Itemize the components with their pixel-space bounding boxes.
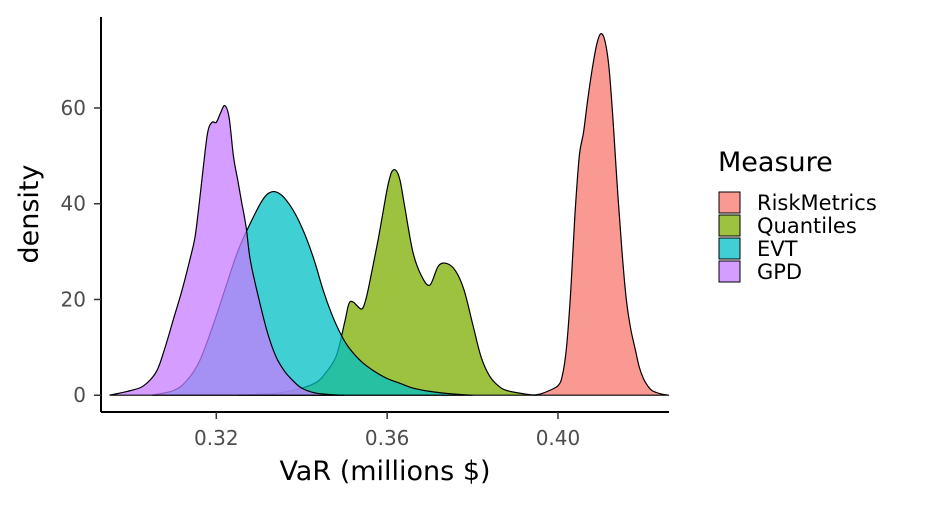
legend-swatch-evt [718,237,741,260]
y-tick-label: 60 [61,96,86,120]
y-tick-label: 40 [61,192,86,216]
y-tick-label: 0 [73,383,86,407]
x-ticks: 0.32 0.36 0.40 [194,412,580,450]
legend-swatch-riskmetrics [718,191,741,214]
y-tick-label: 20 [61,287,86,311]
y-ticks: 0 20 40 60 [61,96,101,407]
x-tick-label: 0.36 [365,426,410,450]
plot-area [109,33,670,396]
legend-label-gpd: GPD [757,260,802,284]
axes: 0 20 40 60 0.32 0.36 0.40 [61,17,669,450]
density-area-gpd [109,104,345,396]
y-axis-title: density [14,164,45,263]
x-tick-label: 0.32 [194,426,239,450]
legend-title: Measure [718,147,833,178]
legend-label-riskmetrics: RiskMetrics [757,191,877,215]
legend-swatch-quantiles [718,214,741,237]
x-axis-title: VaR (millions $) [279,456,490,487]
legend-label-quantiles: Quantiles [757,214,857,238]
legend-swatch-gpd [718,260,741,283]
legend-label-evt: EVT [757,237,798,261]
x-tick-label: 0.40 [536,426,581,450]
density-area-riskmetrics [532,33,670,396]
